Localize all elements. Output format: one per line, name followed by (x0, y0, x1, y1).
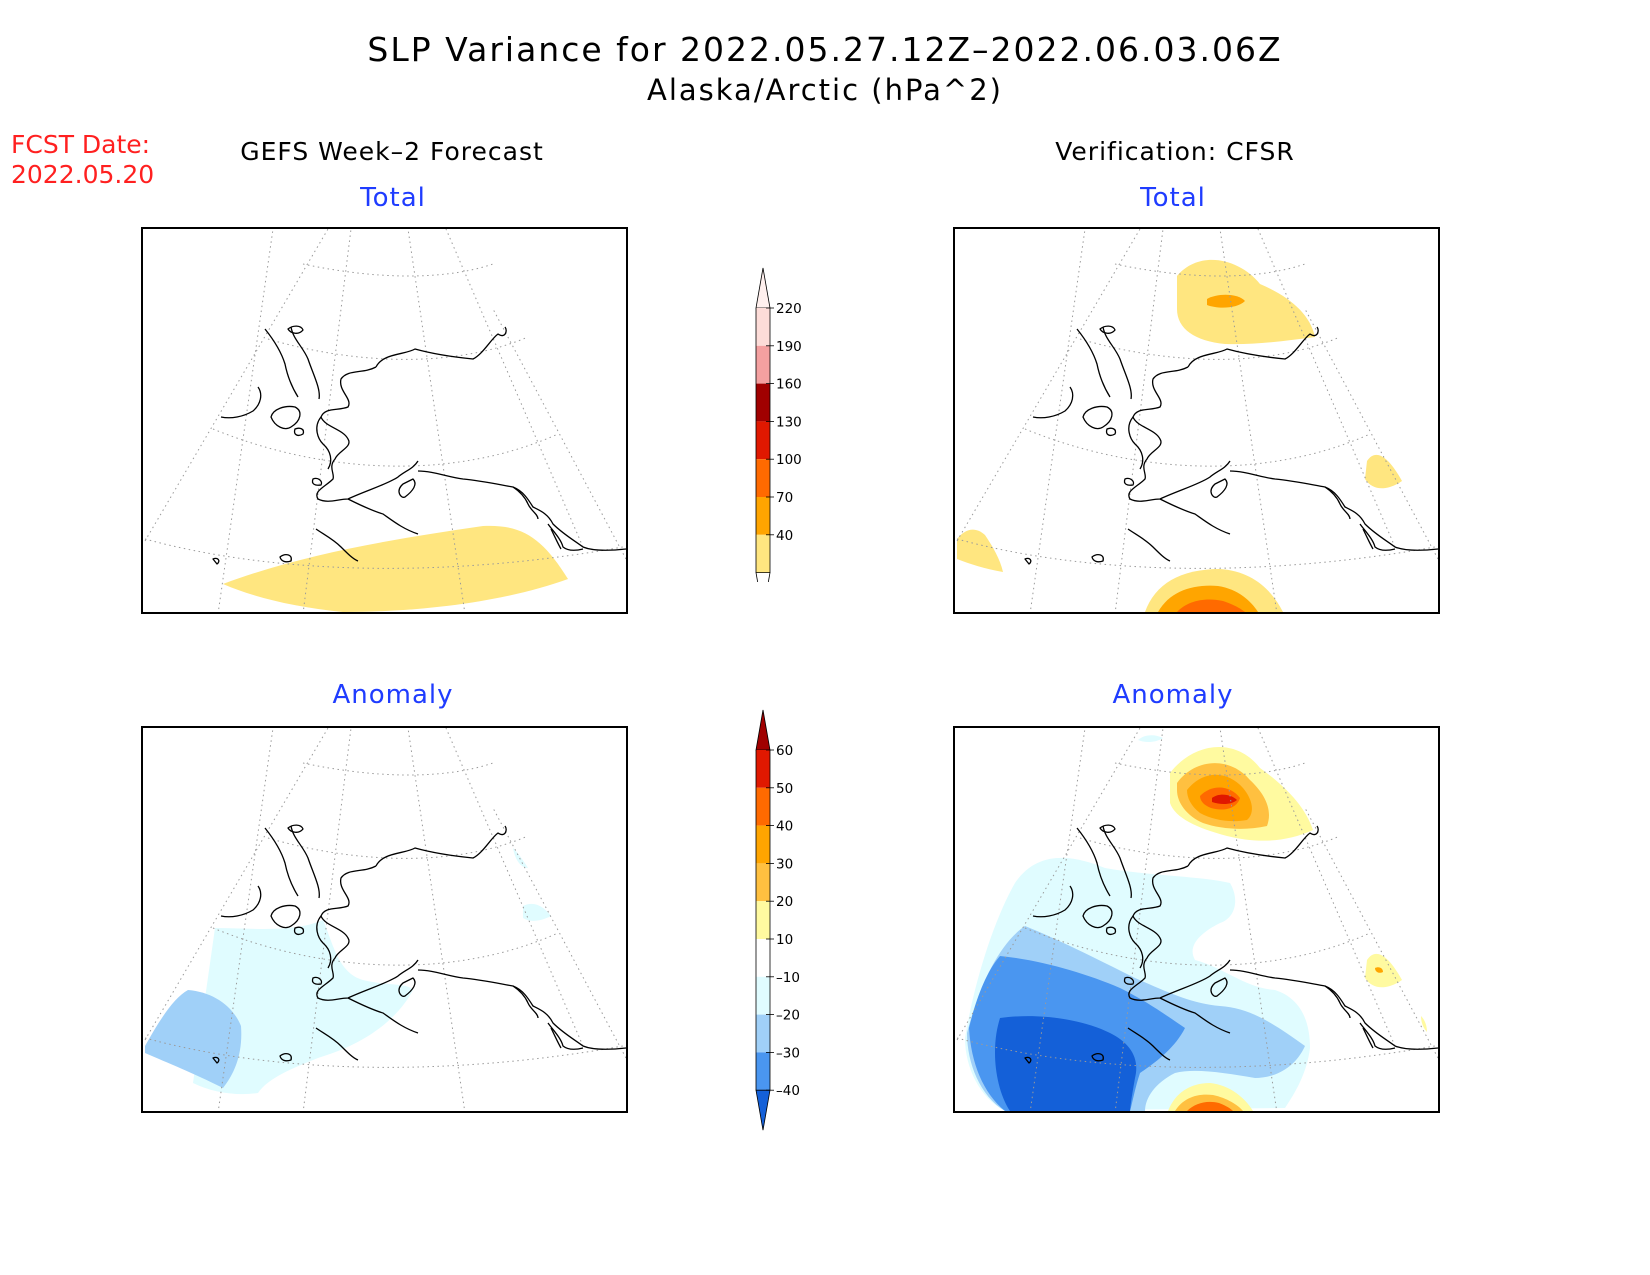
right-total-label: Total (1140, 183, 1206, 213)
colorbar-anomaly-label: 50 (776, 781, 793, 797)
shading-verification-anomaly (965, 735, 1427, 1111)
map-verification-anomaly (953, 726, 1440, 1113)
map-forecast-total (141, 227, 628, 614)
colorbar-anomaly-label: –20 (776, 1008, 800, 1024)
colorbar-anomaly-label: –10 (776, 970, 800, 986)
colorbar-total-label: 220 (776, 301, 802, 317)
colorbar-anomaly-swatch (756, 863, 770, 902)
colorbar-total-label: 160 (776, 377, 802, 393)
left-total-label: Total (360, 183, 426, 213)
colorbar-total: 220 190 160 130 100 70 40 (740, 262, 820, 613)
shading-forecast-anomaly (145, 848, 551, 1095)
colorbar-total-label: 40 (776, 528, 793, 544)
colorbar-anomaly-label: 20 (776, 894, 793, 910)
colorbar-total-swatch (756, 345, 770, 384)
fcst-date-label: FCST Date: (11, 130, 151, 159)
colorbar-total-swatch (756, 308, 770, 346)
graticule (144, 728, 626, 1111)
colorbar-anomaly-swatch (756, 825, 770, 864)
colorbar-anomaly-label: –30 (776, 1045, 800, 1061)
colorbar-anomaly-swatch (756, 1052, 770, 1091)
right-column-title: Verification: CFSR (1055, 137, 1295, 166)
colorbar-total-label: 100 (776, 452, 802, 468)
colorbar-total-swatch (756, 534, 770, 573)
coastline (1024, 325, 1438, 565)
graticule (956, 229, 1438, 612)
shading-verification-total (957, 259, 1402, 612)
figure-title-line1: SLP Variance for 2022.05.27.12Z–2022.06.… (367, 30, 1283, 69)
colorbar-total-swatch (756, 459, 770, 497)
colorbar-total-swatch (756, 497, 770, 535)
left-column-title: GEFS Week–2 Forecast (240, 137, 544, 166)
coastline (1024, 824, 1438, 1064)
fcst-date-value: 2022.05.20 (11, 160, 155, 189)
figure-title-line2: Alaska/Arctic (hPa^2) (647, 73, 1003, 107)
left-anomaly-label: Anomaly (332, 680, 454, 710)
colorbar-anomaly-swatch (756, 1014, 770, 1053)
colorbar-anomaly-swatch (756, 787, 770, 826)
colorbar-total-label: 70 (776, 490, 793, 506)
colorbar-total-label: 190 (776, 339, 802, 355)
graticule (144, 229, 626, 612)
colorbar-total-swatch (756, 421, 770, 460)
coastline (212, 824, 626, 1064)
right-anomaly-label: Anomaly (1112, 680, 1234, 710)
graticule (956, 728, 1438, 1111)
shading-forecast-total (223, 525, 568, 612)
map-forecast-anomaly (141, 726, 628, 1113)
colorbar-anomaly: 60 50 40 30 20 10 –10 –20 –30 –40 (740, 708, 820, 1138)
colorbar-anomaly-swatch (756, 901, 770, 939)
colorbar-total-swatch (756, 383, 770, 422)
coastline (212, 325, 626, 565)
colorbar-anomaly-label: 30 (776, 856, 793, 872)
map-verification-total (953, 227, 1440, 614)
colorbar-anomaly-swatch (756, 976, 770, 1015)
colorbar-total-label: 130 (776, 414, 802, 430)
colorbar-anomaly-label: 10 (776, 932, 793, 948)
colorbar-anomaly-swatch (756, 939, 770, 977)
colorbar-anomaly-label: –40 (776, 1083, 800, 1099)
colorbar-anomaly-label: 60 (776, 743, 793, 759)
colorbar-anomaly-label: 40 (776, 819, 793, 835)
colorbar-anomaly-swatch (756, 750, 770, 788)
